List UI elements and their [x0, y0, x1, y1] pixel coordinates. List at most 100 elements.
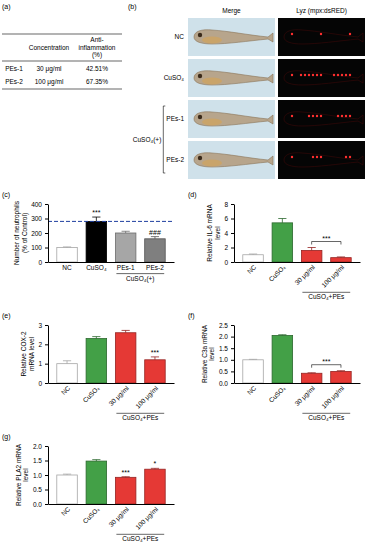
x-axis-line [235, 262, 361, 263]
y-axis-line [234, 205, 235, 263]
text-line: Relative COX-2 [20, 331, 27, 377]
x-tick: 100 μg/ml [134, 505, 160, 531]
y-tick: 2.0 [219, 333, 234, 340]
bar [57, 475, 78, 504]
y-tick: 2.0 [33, 443, 48, 450]
group-label: CuSO₄+PEs [122, 414, 159, 421]
x-tick: 30 μg/ml [107, 384, 131, 408]
error-bar [249, 359, 257, 360]
y-tick: 100 [31, 244, 48, 251]
x-tick-label: CuSO₄ [81, 505, 101, 525]
y-tick-mark [231, 325, 234, 326]
bar [115, 477, 136, 504]
error-bar [151, 468, 159, 470]
y-axis-line [48, 447, 49, 505]
bar [331, 258, 352, 262]
y-tick: 6 [224, 215, 234, 222]
y-tick-label: 2 [38, 341, 42, 348]
y-tick-label: 0.5 [219, 368, 228, 375]
neutrophil-dot [308, 74, 310, 76]
x-tick-label: 100 μg/ml [134, 505, 160, 531]
y-axis-title: Relative PLA2 mRNAlevel [15, 443, 30, 506]
x-axis-line [49, 504, 175, 505]
fish-outline [284, 112, 363, 126]
y-tick: 0.0 [33, 501, 48, 508]
error-bar [249, 254, 257, 256]
y-tick: 1.5 [33, 457, 48, 464]
x-tick: CuSO₄ [86, 264, 107, 271]
x-tick: CuSO₄ [267, 263, 287, 283]
table-rule [2, 89, 122, 90]
y-tick: 2.5 [219, 322, 234, 329]
fish-yolk [202, 160, 222, 167]
neutrophil-dot [320, 156, 322, 158]
text-line: Relative PLA2 mRNA [15, 443, 22, 506]
x-axis: NCCuSO₄30 μg/ml100 μg/ml [235, 384, 361, 411]
x-tick-label: CuSO₄ [86, 264, 107, 271]
image-background [188, 59, 275, 97]
y-tick: 0.5 [33, 486, 48, 493]
x-tick-label: CuSO₄ [267, 384, 287, 404]
table-cell: 42.51% [86, 65, 108, 72]
annotation-bracket [312, 365, 341, 368]
neutrophil-dot [349, 115, 351, 117]
y-axis-title: Relative C3a mRNAlevel [201, 324, 216, 383]
y-tick-mark [45, 364, 48, 365]
merge-image [188, 59, 275, 97]
error-bar [122, 231, 130, 233]
y-axis: 0.00.51.01.52.02.5 [219, 322, 235, 387]
x-tick: CuSO₄ [81, 505, 101, 525]
neutrophil-dot [337, 115, 339, 117]
x-tick: NC [60, 505, 72, 517]
image-background [188, 18, 275, 56]
y-axis: 0.00.51.01.52.0 [33, 443, 49, 508]
table-cell: 100 μg/ml [35, 78, 64, 86]
row-label: PEs-2 [166, 156, 184, 163]
group-label: CuSO₄(+) [133, 136, 161, 144]
y-axis-line [48, 326, 49, 384]
chart-panel: (e)0123NCCuSO₄30 μg/ml100 μg/mlRelative … [2, 312, 175, 421]
fish-outline [284, 71, 363, 85]
text-line: (% of Control) [21, 213, 29, 253]
fluorescence-image [278, 141, 365, 179]
y-tick: 2 [224, 244, 234, 251]
x-tick: NC [62, 264, 72, 271]
text-line: (%) [92, 51, 102, 59]
error-bar [308, 372, 316, 373]
plot-marks [57, 460, 165, 504]
error-bar [92, 337, 100, 339]
image-background [188, 141, 275, 179]
annotation-bracket [312, 242, 341, 245]
y-tick-label: 2.5 [219, 322, 228, 329]
neutrophil-dot [316, 115, 318, 117]
bar [331, 371, 352, 383]
y-tick-label: 100 [31, 244, 42, 251]
neutrophil-dot [341, 74, 343, 76]
y-tick-label: 300 [31, 215, 42, 222]
y-tick: 4 [224, 230, 234, 237]
y-tick-label: 0 [224, 259, 228, 266]
panel-label: (c) [2, 191, 10, 199]
y-tick-mark [45, 504, 48, 505]
error-bar [337, 370, 345, 372]
x-axis: NCCuSO₄30 μg/ml100 μg/ml [49, 384, 175, 411]
text-line: level [214, 226, 221, 240]
neutrophil-dot [349, 33, 351, 35]
x-tick-label: 30 μg/ml [107, 505, 131, 529]
y-tick-label: 0 [38, 259, 42, 266]
y-tick: 0.5 [219, 368, 234, 375]
y-tick: 8 [224, 201, 234, 208]
x-tick-label: CuSO₄ [81, 384, 101, 404]
image-background [278, 59, 365, 97]
x-axis: NC CuSO₄ 30 μg/ml100 μg/ml [49, 505, 175, 532]
y-axis-title: Number of neutrophils(% of Control) [13, 200, 29, 265]
table: (a)ConcentrationAnti-inflammation(%)PEs-… [2, 3, 122, 89]
neutrophil-dot [312, 74, 314, 76]
y-tick-label: 1.5 [219, 345, 228, 352]
fish-outline [284, 153, 363, 167]
bar [243, 360, 264, 383]
x-tick: NC [60, 384, 72, 396]
fish-outline [284, 30, 363, 44]
x-tick-label: CuSO₄ [267, 263, 287, 283]
column-header: Anti-inflammation(%) [79, 36, 116, 59]
